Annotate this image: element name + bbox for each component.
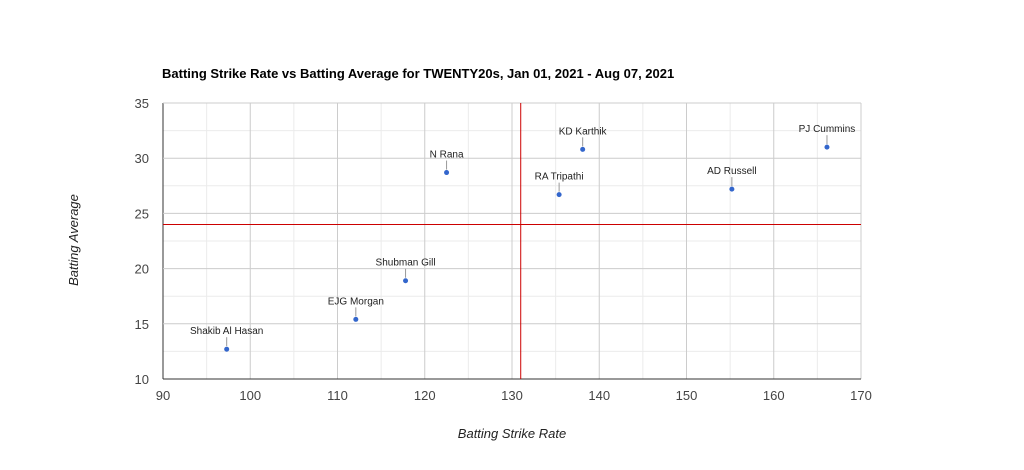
- data-point: AD Russell: [707, 166, 757, 192]
- y-axis-label: Batting Average: [66, 194, 81, 286]
- data-point: N Rana: [430, 150, 464, 176]
- x-axis-ticks: 90 100 110 120 130 140 150 160 170: [156, 388, 872, 403]
- x-tick-label: 130: [501, 388, 523, 403]
- x-axis-label: Batting Strike Rate: [458, 426, 566, 441]
- scatter-point: [729, 186, 735, 192]
- y-tick-label: 30: [135, 151, 149, 166]
- x-tick-label: 100: [239, 388, 261, 403]
- scatter-point: [580, 146, 586, 152]
- y-tick-label: 25: [135, 206, 149, 221]
- data-points: Shakib Al Hasan EJG Morgan Shubman Gill N R…: [190, 124, 855, 352]
- point-label: Shakib Al Hasan: [190, 326, 263, 337]
- data-point: RA Tripathi: [535, 172, 584, 198]
- y-tick-label: 35: [135, 96, 149, 111]
- point-label: Shubman Gill: [376, 258, 436, 269]
- x-tick-label: 150: [676, 388, 698, 403]
- data-point: Shubman Gill: [376, 258, 436, 284]
- scatter-point: [556, 192, 562, 198]
- data-point: KD Karthik: [559, 126, 608, 152]
- point-label: RA Tripathi: [535, 172, 584, 183]
- y-tick-label: 20: [135, 262, 149, 277]
- data-point: EJG Morgan: [328, 296, 384, 322]
- data-point: Shakib Al Hasan: [190, 326, 263, 352]
- scatter-point: [824, 144, 830, 150]
- point-label: EJG Morgan: [328, 296, 384, 307]
- scatter-point: [353, 316, 359, 322]
- chart-title: Batting Strike Rate vs Batting Average f…: [162, 66, 674, 81]
- x-tick-label: 140: [588, 388, 610, 403]
- x-tick-label: 160: [763, 388, 785, 403]
- scatter-point: [403, 278, 409, 284]
- x-tick-label: 170: [850, 388, 872, 403]
- point-label: N Rana: [430, 150, 464, 161]
- point-label: PJ Cummins: [799, 124, 856, 135]
- grid: [162, 102, 862, 380]
- data-point: PJ Cummins: [799, 124, 856, 150]
- y-tick-label: 10: [135, 372, 149, 387]
- point-label: AD Russell: [707, 166, 756, 177]
- scatter-point: [224, 346, 230, 352]
- scatter-point: [444, 170, 450, 176]
- reference-lines: [163, 103, 861, 379]
- x-tick-label: 90: [156, 388, 170, 403]
- point-label: KD Karthik: [559, 126, 608, 137]
- y-axis-ticks: 10 15 20 25 30 35: [135, 96, 149, 387]
- x-tick-label: 120: [414, 388, 436, 403]
- y-tick-label: 15: [135, 317, 149, 332]
- x-tick-label: 110: [327, 388, 348, 403]
